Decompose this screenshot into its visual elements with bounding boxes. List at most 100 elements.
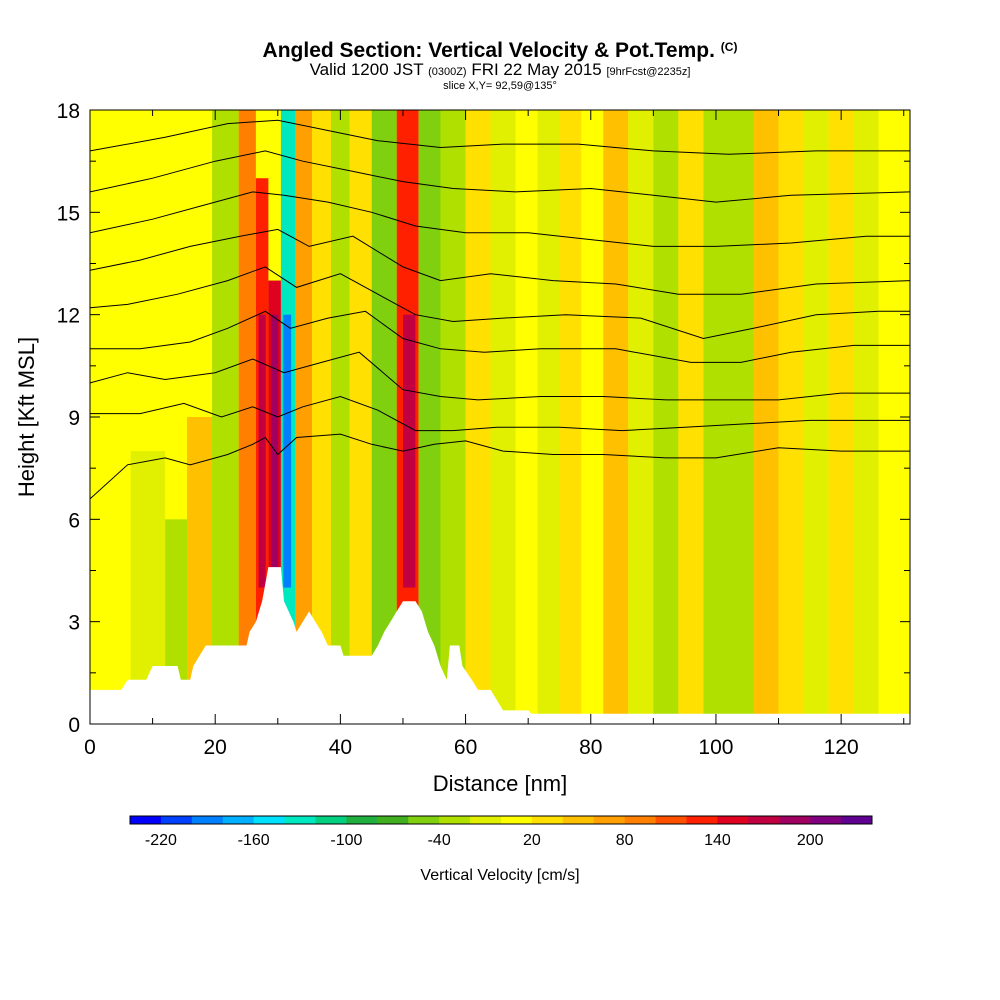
theta-contour-line [90, 433, 910, 500]
colorbar-tick-label: -100 [330, 832, 362, 849]
valid-time: Valid 1200 JST (0300Z) FRI 22 May 2015 [… [0, 60, 1000, 80]
velocity-column [728, 110, 754, 724]
theta-contour-line [90, 228, 910, 295]
colorbar-swatch [346, 816, 378, 824]
colorbar-tick-label: 200 [797, 832, 824, 849]
theta-contour-line [90, 191, 910, 247]
colorbar-swatch [501, 816, 533, 824]
velocity-column [853, 110, 879, 724]
colorbar-swatch [253, 816, 286, 824]
colorbar: -220 -160 -100 -40 20 80 140 200 [129, 815, 873, 849]
y-tick-label: 15 [57, 202, 80, 225]
colorbar-swatch [470, 816, 502, 824]
x-tick-label: 120 [824, 736, 859, 759]
velocity-column [803, 110, 829, 724]
colorbar-swatch [284, 816, 316, 824]
velocity-column [349, 110, 372, 724]
velocity-column [559, 110, 582, 724]
velocity-core [403, 314, 416, 588]
y-tick-label: 18 [57, 100, 80, 123]
colorbar-tick-label: -40 [428, 832, 451, 849]
title-block: Angled Section: Vertical Velocity & Pot.… [0, 36, 1000, 93]
colorbar-swatch [810, 816, 842, 824]
colorbar-swatch [624, 816, 657, 824]
velocity-core [258, 314, 266, 588]
y-tick-label: 0 [68, 714, 80, 737]
theta-contour-line [90, 119, 910, 155]
velocity-column [465, 110, 491, 724]
copyright-mark: (C) [720, 40, 738, 54]
colorbar-swatch [593, 816, 626, 824]
velocity-column [828, 110, 854, 724]
terrain-mask [90, 567, 910, 724]
colorbar-tick-label: -220 [145, 832, 177, 849]
colorbar-swatch [160, 816, 193, 824]
velocity-column [753, 110, 779, 724]
theta-contour-line [90, 351, 910, 401]
x-tick-label: 60 [454, 736, 477, 759]
colorbar-swatch [531, 816, 564, 824]
colorbar-swatch [130, 816, 162, 824]
velocity-column [778, 110, 804, 724]
velocity-core [283, 314, 292, 588]
colorbar-swatch [562, 816, 595, 824]
velocity-column [440, 110, 466, 724]
slice-info: slice X,Y= 92,59@135° [443, 80, 557, 92]
y-tick-label: 6 [68, 509, 80, 532]
colorbar-swatch [748, 816, 780, 824]
colorbar-swatch [315, 816, 347, 824]
colorbar-label: Vertical Velocity [cm/s] [420, 867, 579, 884]
colorbar-frame [129, 815, 873, 825]
valid-date: FRI 22 May 2015 [471, 60, 602, 79]
colorbar-tick-label: -160 [238, 832, 270, 849]
x-tick-label: 80 [579, 736, 602, 759]
velocity-column [312, 110, 331, 724]
theta-contours [90, 119, 910, 500]
axes: 0 20 40 60 80 100 120 0 3 6 9 12 15 18 [57, 100, 910, 759]
colorbar-swatch [655, 816, 687, 824]
colorbar-swatch [377, 816, 409, 824]
colorbar-tick-label: 140 [704, 832, 731, 849]
velocity-column [703, 110, 729, 724]
velocity-column [295, 110, 313, 724]
chart-title-text: Angled Section: Vertical Velocity & Pot.… [262, 39, 715, 62]
theta-contour-line [90, 150, 910, 203]
colorbar-tick-label: 20 [523, 832, 541, 849]
chart-title: Angled Section: Vertical Velocity & Pot.… [0, 36, 1000, 62]
velocity-column [238, 110, 256, 724]
velocity-column [212, 110, 239, 724]
y-tick-label: 3 [68, 612, 80, 635]
x-tick-label: 20 [204, 736, 227, 759]
x-tick-label: 0 [84, 736, 96, 759]
velocity-column [678, 110, 704, 724]
velocity-column [628, 110, 654, 724]
velocity-column [99, 382, 131, 724]
colorbar-swatch [439, 816, 471, 824]
colorbar-tick-label: 80 [616, 832, 634, 849]
theta-contour-line [90, 395, 910, 432]
y-axis-label: Height [Kft MSL] [14, 337, 39, 497]
colorbar-swatch [841, 816, 873, 824]
velocity-field [90, 110, 910, 724]
colorbar-swatch [686, 816, 718, 824]
velocity-column [581, 110, 604, 724]
colorbar-swatch [191, 816, 224, 824]
valid-time-utc: (0300Z) [428, 66, 467, 78]
theta-contour-line [90, 266, 910, 340]
x-axis-label: Distance [nm] [433, 771, 568, 796]
velocity-column [653, 110, 679, 724]
x-tick-label: 100 [698, 736, 733, 759]
velocity-column [603, 110, 629, 724]
velocity-column [418, 110, 441, 724]
velocity-column [878, 110, 901, 724]
velocity-column [515, 110, 538, 724]
velocity-column [537, 110, 560, 724]
y-tick-label: 12 [57, 305, 80, 328]
colorbar-swatch [222, 816, 255, 824]
velocity-column [490, 110, 516, 724]
velocity-column [330, 110, 350, 724]
colorbar-swatch [717, 816, 749, 824]
forecast-info: [9hrFcst@2235z] [606, 66, 691, 78]
x-tick-label: 40 [329, 736, 352, 759]
